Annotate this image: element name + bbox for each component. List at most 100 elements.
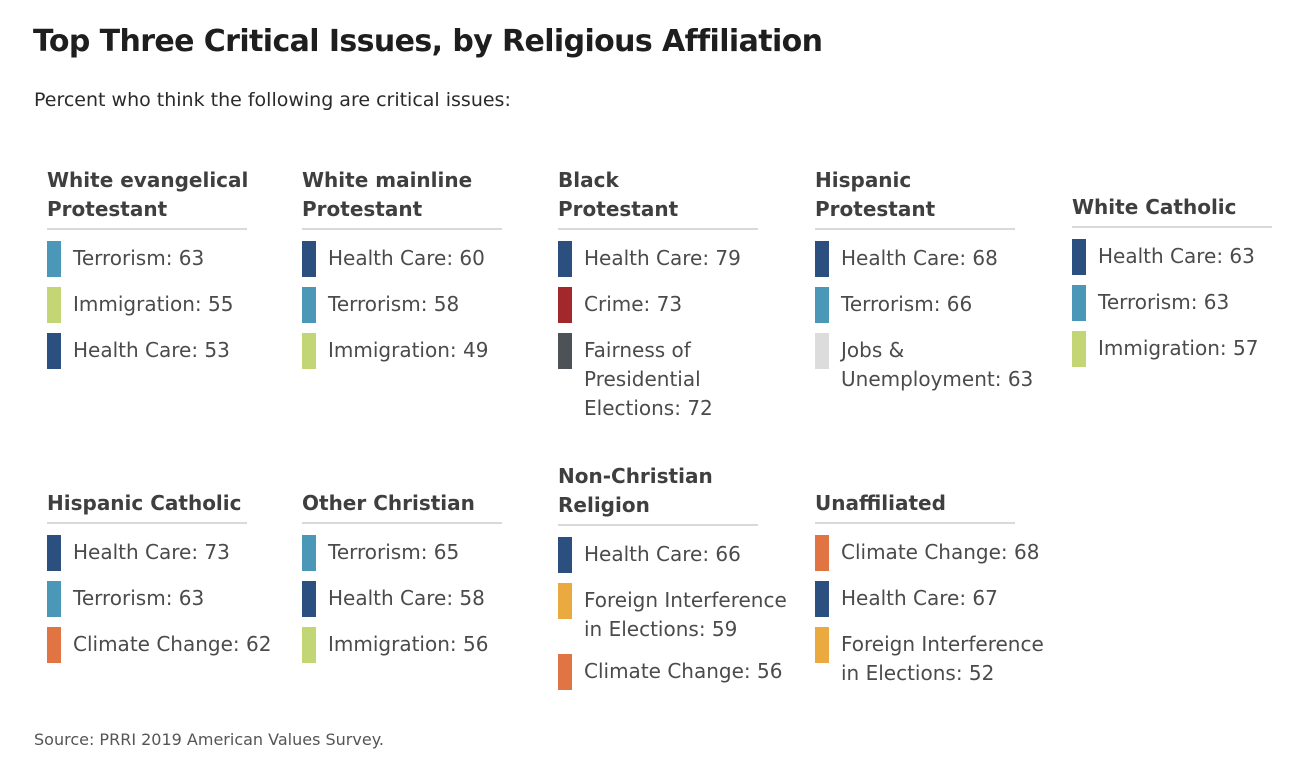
group-panel: White evangelical Protestant Terrorism: 63… xyxy=(47,166,267,379)
issue-label-line: Foreign Interference xyxy=(841,632,1044,656)
issue-label-line: Climate Change: 68 xyxy=(841,540,1040,564)
issue-label-line: Immigration: 57 xyxy=(1098,336,1259,360)
issue-label-line: Health Care: 58 xyxy=(328,586,485,610)
issue-label-line: Immigration: 56 xyxy=(328,632,489,656)
issue-color-swatch xyxy=(302,287,316,323)
issue-item: Health Care: 60 xyxy=(302,241,522,277)
issue-label-line: Health Care: 79 xyxy=(584,246,741,270)
issue-item: Immigration: 57 xyxy=(1072,331,1292,367)
issue-label: Health Care: 73 xyxy=(73,535,230,567)
issue-label-line: Jobs & xyxy=(841,338,905,362)
issue-item: Health Care: 68 xyxy=(815,241,1035,277)
issue-color-swatch xyxy=(558,654,572,690)
issue-color-swatch xyxy=(47,627,61,663)
issue-label-line: Health Care: 73 xyxy=(73,540,230,564)
issue-item: Terrorism: 66 xyxy=(815,287,1035,323)
issue-label-line: Presidential xyxy=(584,367,701,391)
issue-item: Climate Change: 56 xyxy=(558,654,782,690)
issue-color-swatch xyxy=(47,581,61,617)
issue-label: Jobs & Unemployment: 63 xyxy=(841,333,1033,394)
issue-label: Terrorism: 66 xyxy=(841,287,972,319)
issue-label-line: Foreign Interference xyxy=(584,588,787,612)
issue-label-line: Crime: 73 xyxy=(584,292,683,316)
issue-color-swatch xyxy=(558,537,572,573)
group-title: Hispanic Catholic xyxy=(47,489,247,524)
group-title: White evangelical Protestant xyxy=(47,166,248,230)
issue-item: Health Care: 53 xyxy=(47,333,267,369)
issue-item: Crime: 73 xyxy=(558,287,778,323)
issue-label-line: Elections: 72 xyxy=(584,396,713,420)
issue-label-line: Health Care: 63 xyxy=(1098,244,1255,268)
issue-label-line: Immigration: 49 xyxy=(328,338,489,362)
issue-color-swatch xyxy=(558,583,572,619)
issue-label: Health Care: 68 xyxy=(841,241,998,273)
group-title: Hispanic Protestant xyxy=(815,166,1015,230)
issue-color-swatch xyxy=(815,535,829,571)
issue-label-line: in Elections: 59 xyxy=(584,617,738,641)
issue-label: Health Care: 53 xyxy=(73,333,230,365)
group-panel: Black Protestant Health Care: 79 Crime: 73 F… xyxy=(558,166,778,433)
issue-color-swatch xyxy=(815,241,829,277)
issue-label: Immigration: 57 xyxy=(1098,331,1258,363)
issue-item: Terrorism: 63 xyxy=(47,241,267,277)
issue-color-swatch xyxy=(1072,331,1086,367)
issue-label-line: Health Care: 60 xyxy=(328,246,485,270)
issue-label-line: Health Care: 67 xyxy=(841,586,998,610)
issue-color-swatch xyxy=(815,627,829,663)
group-title-line: Protestant xyxy=(815,197,936,221)
group-title: Black Protestant xyxy=(558,166,758,230)
issue-label: Crime: 73 xyxy=(584,287,682,319)
issue-label: Terrorism: 63 xyxy=(73,241,204,273)
issue-label: Immigration: 49 xyxy=(328,333,488,365)
issue-label: Climate Change: 62 xyxy=(73,627,271,659)
issue-label-line: Terrorism: 63 xyxy=(73,586,205,610)
issue-item: Foreign Interference in Elections: 52 xyxy=(815,627,1044,688)
group-panel: Other Christian Terrorism: 65 Health Care:… xyxy=(302,489,522,673)
group-title-line: White Catholic xyxy=(1072,195,1237,219)
group-title-line: Hispanic xyxy=(815,168,912,192)
chart-subtitle: Percent who think the following are crit… xyxy=(34,89,511,111)
group-title: Other Christian xyxy=(302,489,502,524)
group-title-line: Protestant xyxy=(558,197,679,221)
issue-label-line: Health Care: 68 xyxy=(841,246,998,270)
issue-label: Fairness of Presidential Elections: 72 xyxy=(584,333,713,423)
issue-color-swatch xyxy=(815,287,829,323)
chart-title: Top Three Critical Issues, by Religious … xyxy=(33,24,823,59)
issue-label-line: in Elections: 52 xyxy=(841,661,995,685)
issue-label: Terrorism: 63 xyxy=(73,581,204,613)
issue-color-swatch xyxy=(302,241,316,277)
issue-label: Health Care: 60 xyxy=(328,241,485,273)
issue-label: Foreign Interference in Elections: 52 xyxy=(841,627,1044,688)
group-panel: White Catholic Health Care: 63 Terrorism: … xyxy=(1072,193,1292,377)
issue-color-swatch xyxy=(302,535,316,571)
issue-item: Terrorism: 63 xyxy=(47,581,267,617)
group-title-line: Non-Christian xyxy=(558,464,713,488)
issue-item: Health Care: 67 xyxy=(815,581,1035,617)
group-title-line: Unaffiliated xyxy=(815,491,946,515)
group-title-line: Religion xyxy=(558,493,650,517)
issue-label: Terrorism: 58 xyxy=(328,287,459,319)
issue-item: Terrorism: 58 xyxy=(302,287,522,323)
issue-item: Immigration: 56 xyxy=(302,627,522,663)
issue-label-line: Immigration: 55 xyxy=(73,292,234,316)
group-title-line: Hispanic Catholic xyxy=(47,491,242,515)
issue-label: Immigration: 55 xyxy=(73,287,233,319)
group-title: Non-Christian Religion xyxy=(558,462,758,526)
issue-label-line: Terrorism: 65 xyxy=(328,540,460,564)
issue-label-line: Terrorism: 63 xyxy=(1098,290,1230,314)
issue-color-swatch xyxy=(47,287,61,323)
issue-label: Immigration: 56 xyxy=(328,627,488,659)
issue-item: Health Care: 58 xyxy=(302,581,522,617)
issue-label: Health Care: 79 xyxy=(584,241,741,273)
issue-item: Terrorism: 63 xyxy=(1072,285,1292,321)
issue-label: Health Care: 63 xyxy=(1098,239,1255,271)
group-panel: Hispanic Protestant Health Care: 68 Terrori… xyxy=(815,166,1035,404)
issue-color-swatch xyxy=(815,333,829,369)
issue-label-line: Health Care: 66 xyxy=(584,542,741,566)
issue-label-line: Fairness of xyxy=(584,338,691,362)
issue-item: Health Care: 79 xyxy=(558,241,778,277)
issue-color-swatch xyxy=(47,535,61,571)
issue-label-line: Climate Change: 56 xyxy=(584,659,783,683)
group-title-line: White mainline xyxy=(302,168,473,192)
issue-color-swatch xyxy=(47,241,61,277)
